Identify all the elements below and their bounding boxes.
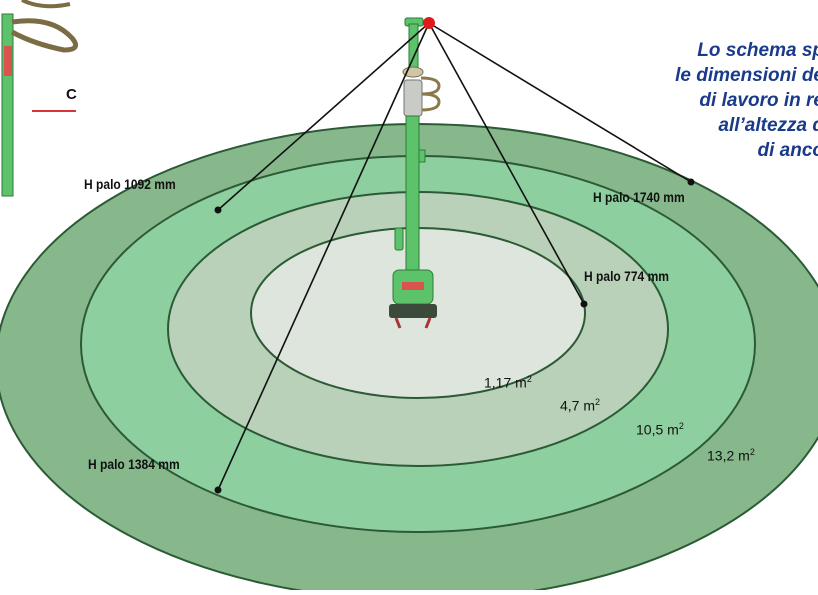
caption-text: Lo schema sp le dimensioni de di lavoro … <box>675 38 818 163</box>
caption-line-1: Lo schema sp <box>697 40 818 61</box>
side-label: C <box>66 86 77 103</box>
rope-end-774 <box>580 300 588 308</box>
height-label-774: H palo 774 mm <box>584 268 669 284</box>
rope-end-1740 <box>687 178 695 186</box>
pole <box>389 17 441 329</box>
height-label-1740: H palo 1740 mm <box>593 189 685 205</box>
height-label-1092: H palo 1092 mm <box>84 176 176 192</box>
area-label-10-5: 10,5 m2 <box>636 421 684 438</box>
rope-end-1384 <box>214 486 222 494</box>
caption-line-2: le dimensioni de <box>675 65 818 86</box>
area-label-1-17: 1,17 m2 <box>484 374 532 391</box>
caption-line-3: di lavoro in re <box>699 90 818 111</box>
height-label-1384: H palo 1384 mm <box>88 456 180 472</box>
davit-detail-image <box>0 0 79 197</box>
caption-line-5: di anco <box>757 140 818 161</box>
side-label-underline <box>32 110 76 112</box>
caption-line-4: all’altezza d <box>718 115 818 136</box>
area-label-4-7: 4,7 m2 <box>560 397 601 414</box>
rope-end-1092 <box>214 206 222 214</box>
anchor-ropes <box>217 22 692 491</box>
area-label-13-2: 13,2 m2 <box>707 447 755 464</box>
anchor-point <box>423 17 435 29</box>
